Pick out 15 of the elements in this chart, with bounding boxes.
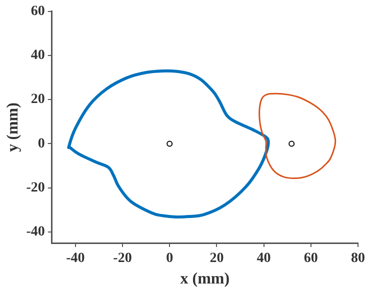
x-tick-label: 60: [304, 251, 318, 266]
y-tick-label: -20: [26, 180, 45, 196]
y-tick-label: 20: [30, 92, 45, 108]
y-tick-label: 60: [30, 4, 45, 20]
x-tick-label: 0: [166, 251, 174, 266]
y-tick-label: -40: [26, 224, 45, 240]
y-tick-label: 40: [30, 48, 45, 64]
y-axis-title: y (mm): [4, 102, 22, 152]
x-tick-label: 80: [351, 251, 365, 266]
x-tick-label: 20: [210, 251, 224, 266]
y-tick-label: 0: [38, 136, 45, 152]
x-tick-label: -40: [66, 251, 85, 266]
x-tick-label: 40: [256, 251, 271, 266]
x-tick-label: -20: [113, 251, 132, 266]
x-axis-title: x (mm): [180, 270, 230, 288]
